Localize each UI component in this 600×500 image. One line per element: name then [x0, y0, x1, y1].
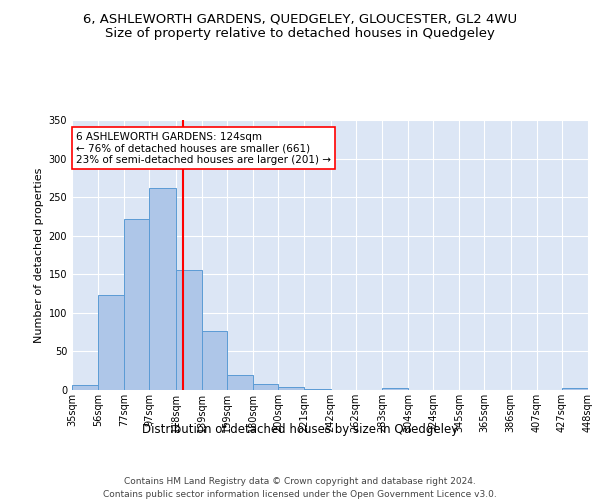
- Text: 6 ASHLEWORTH GARDENS: 124sqm
← 76% of detached houses are smaller (661)
23% of s: 6 ASHLEWORTH GARDENS: 124sqm ← 76% of de…: [76, 132, 331, 165]
- Bar: [72, 386, 98, 390]
- Bar: [382, 388, 408, 390]
- Bar: [227, 376, 253, 390]
- Bar: [98, 295, 124, 390]
- Text: Size of property relative to detached houses in Quedgeley: Size of property relative to detached ho…: [105, 28, 495, 40]
- Bar: [304, 389, 331, 390]
- Bar: [253, 384, 278, 390]
- Bar: [176, 270, 202, 390]
- Bar: [562, 388, 588, 390]
- Bar: [124, 218, 149, 390]
- Bar: [149, 188, 176, 390]
- Bar: [202, 330, 227, 390]
- Y-axis label: Number of detached properties: Number of detached properties: [34, 168, 44, 342]
- Text: Contains HM Land Registry data © Crown copyright and database right 2024.: Contains HM Land Registry data © Crown c…: [124, 478, 476, 486]
- Bar: [278, 387, 304, 390]
- Text: 6, ASHLEWORTH GARDENS, QUEDGELEY, GLOUCESTER, GL2 4WU: 6, ASHLEWORTH GARDENS, QUEDGELEY, GLOUCE…: [83, 12, 517, 26]
- Text: Distribution of detached houses by size in Quedgeley: Distribution of detached houses by size …: [142, 422, 458, 436]
- Text: Contains public sector information licensed under the Open Government Licence v3: Contains public sector information licen…: [103, 490, 497, 499]
